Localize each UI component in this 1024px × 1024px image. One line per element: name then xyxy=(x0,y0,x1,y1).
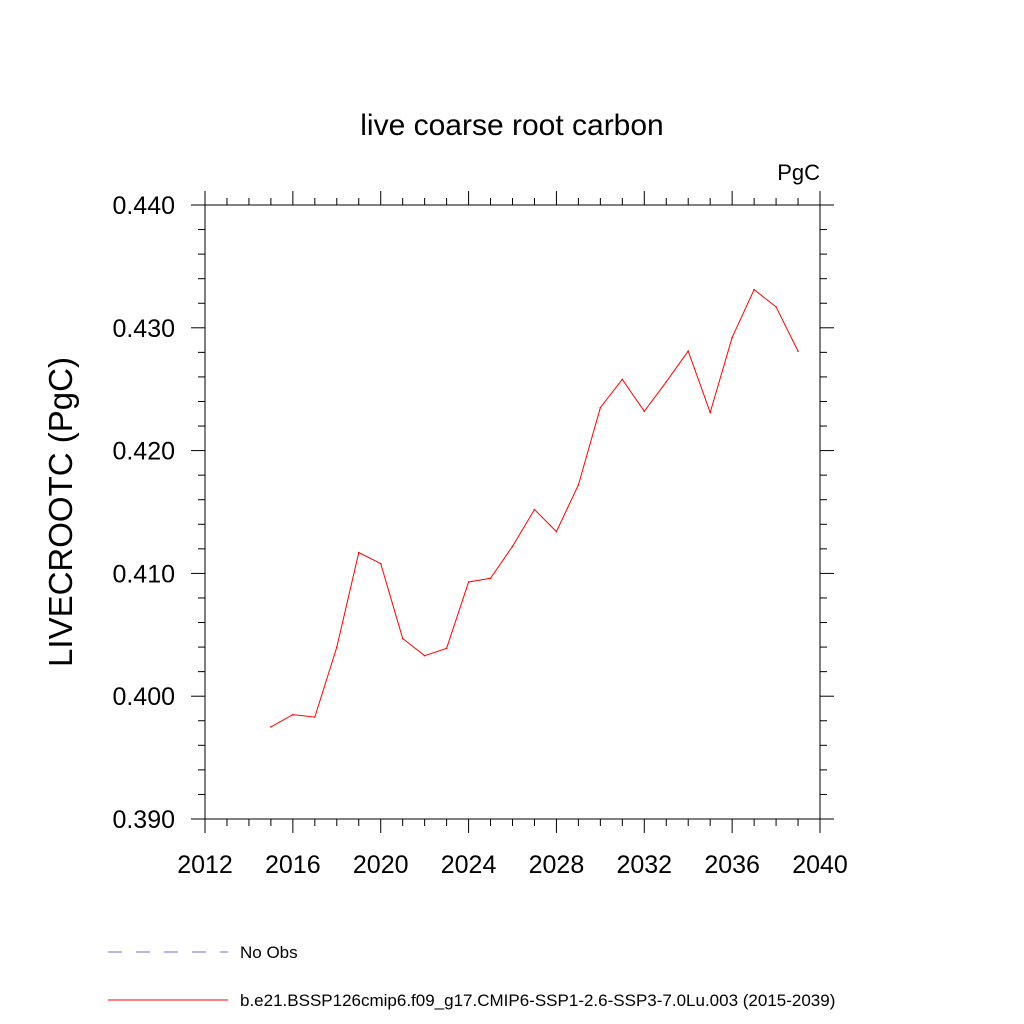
x-tick-label: 2040 xyxy=(792,851,848,879)
x-tick-label: 2020 xyxy=(353,851,409,879)
data-point xyxy=(379,562,382,565)
legend-label: b.e21.BSSP126cmip6.f09_g17.CMIP6-SSP1-2.… xyxy=(240,991,835,1010)
data-point xyxy=(467,581,470,583)
series-line xyxy=(270,288,799,728)
y-tick-label: 0.440 xyxy=(112,192,175,220)
chart-title: live coarse root carbon xyxy=(360,109,664,142)
data-point xyxy=(401,637,404,640)
data-point xyxy=(731,336,733,339)
data-point xyxy=(687,350,690,352)
data-point xyxy=(753,288,755,291)
data-point xyxy=(797,350,799,352)
data-point xyxy=(665,381,668,383)
x-tick-label: 2012 xyxy=(177,851,233,879)
y-axis-label: LIVECROOTC (PgC) xyxy=(42,357,79,667)
data-point xyxy=(270,726,272,728)
series-layer xyxy=(270,288,799,728)
x-tick-label: 2028 xyxy=(529,851,585,879)
x-tick-label: 2024 xyxy=(441,851,497,879)
data-point xyxy=(335,646,338,648)
data-point xyxy=(314,716,316,718)
data-point xyxy=(357,551,360,554)
y-tick-label: 0.400 xyxy=(112,683,175,711)
legend: No Obs b.e21.BSSP126cmip6.f09_g17.CMIP6-S… xyxy=(108,943,835,1010)
data-point xyxy=(621,378,624,381)
plot-frame xyxy=(204,204,821,820)
data-point xyxy=(423,654,426,657)
data-point xyxy=(775,306,777,308)
data-point xyxy=(555,530,558,533)
data-point xyxy=(511,545,514,548)
axes: 2012 2016 2020 2024 2028 2032 2036 2040 0.390 0.4… xyxy=(112,191,848,879)
x-tick-label: 2032 xyxy=(616,851,672,879)
y-tick-label: 0.420 xyxy=(112,438,175,466)
data-point xyxy=(292,713,294,716)
data-point xyxy=(445,647,448,650)
data-point xyxy=(577,484,580,486)
y-tick-label: 0.390 xyxy=(112,806,175,834)
x-tick-label: 2016 xyxy=(265,851,321,879)
data-point xyxy=(489,577,492,580)
data-point xyxy=(643,410,646,413)
units-label: PgC xyxy=(777,160,820,185)
legend-label: No Obs xyxy=(240,943,298,962)
y-tick-label: 0.430 xyxy=(112,315,175,343)
data-point xyxy=(599,406,602,409)
y-tick-label: 0.410 xyxy=(112,560,175,588)
data-point xyxy=(709,411,711,414)
x-tick-label: 2036 xyxy=(704,851,760,879)
data-point xyxy=(533,508,536,511)
